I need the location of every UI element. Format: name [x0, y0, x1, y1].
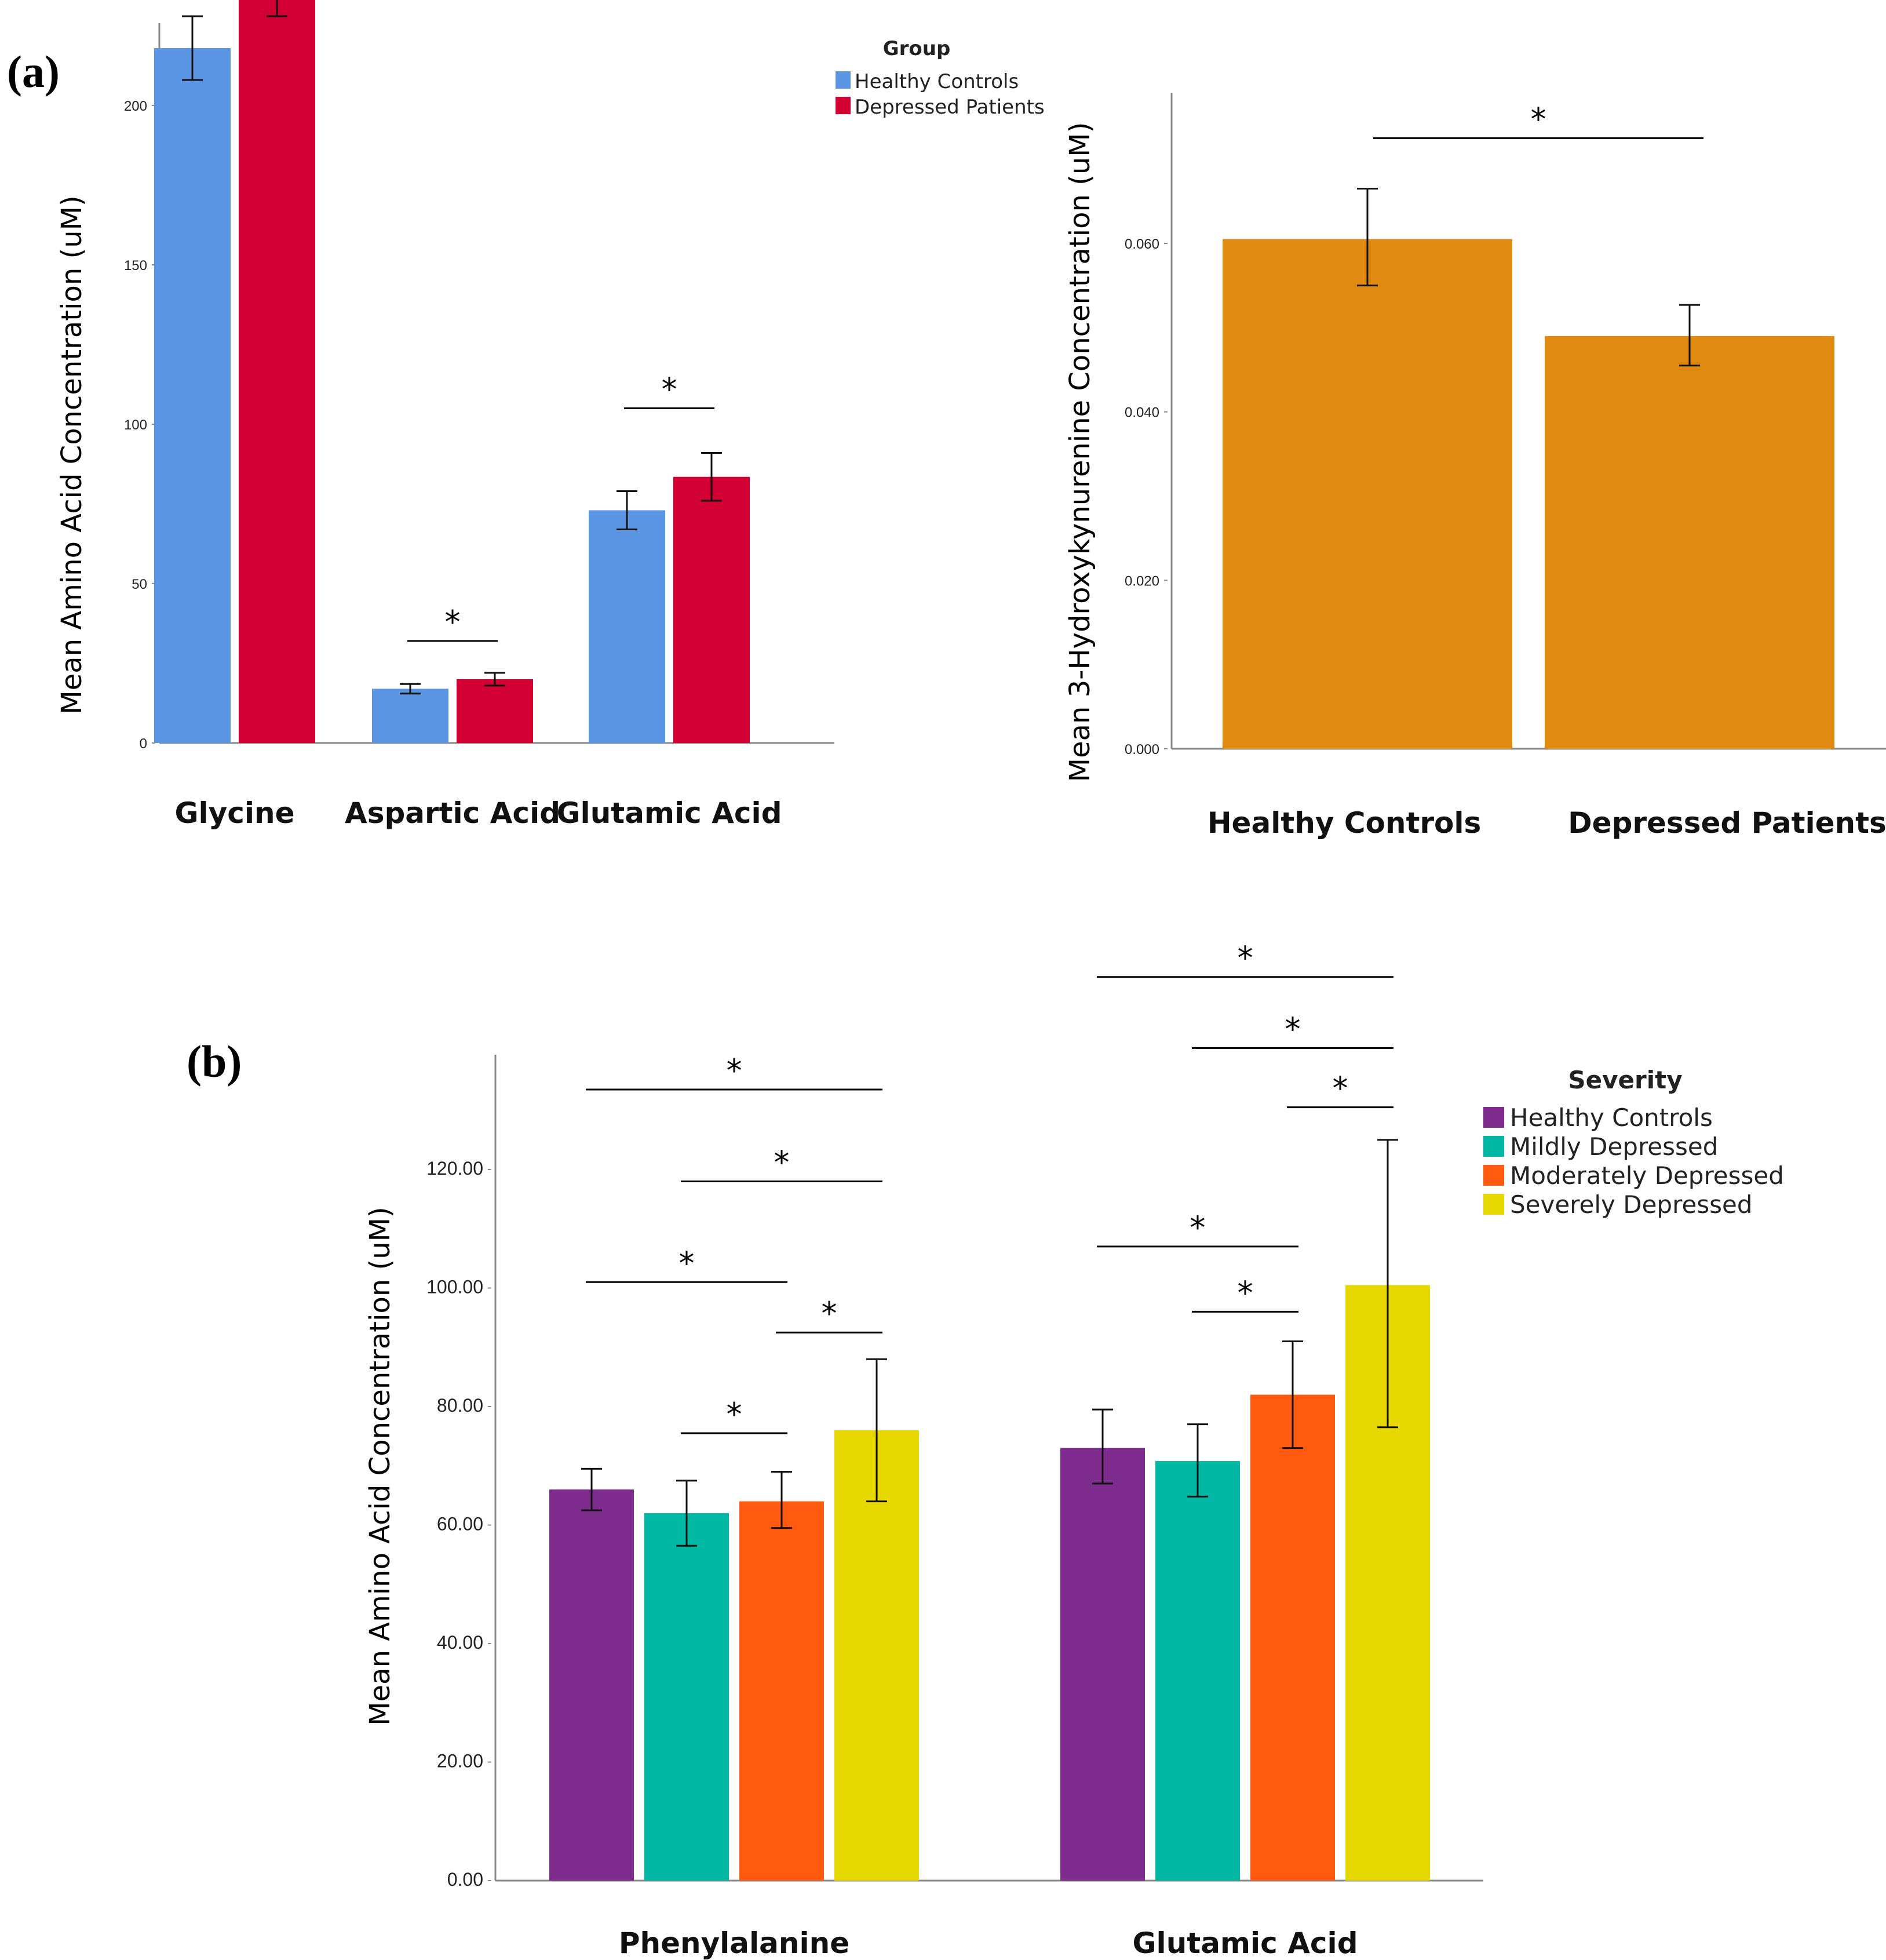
- significance-star: *: [1238, 1274, 1253, 1311]
- y-tick-label: 40.00: [437, 1632, 483, 1653]
- significance-star: *: [1333, 1070, 1348, 1107]
- y-tick-label: 0.000: [1125, 742, 1159, 757]
- y-tick-label: 80.00: [437, 1395, 483, 1416]
- category-label-glycine: Glycine: [174, 796, 294, 830]
- legend-title: Group: [883, 37, 951, 60]
- legend-label-healthy-controls: Healthy Controls: [1510, 1103, 1713, 1132]
- chart-severity: Mean Amino Acid Concentration (uM) 0.00 2…: [364, 940, 1784, 1960]
- legend-swatch-healthy-controls: [836, 71, 851, 89]
- significance-star: *: [774, 1144, 790, 1181]
- bar-healthy-controls: [1223, 239, 1512, 749]
- category-label-phenylalanine: Phenylalanine: [619, 1926, 849, 1960]
- legend-label-moderately-depressed: Moderately Depressed: [1510, 1161, 1784, 1190]
- y-tick-label: 0.020: [1125, 573, 1159, 589]
- significance-star: *: [679, 1245, 695, 1281]
- bar-aspartic-acid-healthy-controls: [372, 688, 448, 743]
- y-tick-label: 0.00: [447, 1869, 483, 1890]
- y-tick-label: 0.060: [1125, 236, 1159, 252]
- bar-phenylalanine-severely-depressed: [834, 1430, 919, 1881]
- legend-swatch-severely-depressed: [1483, 1194, 1504, 1215]
- significance-star: *: [1285, 1011, 1301, 1047]
- legend-swatch-healthy-controls: [1483, 1107, 1504, 1128]
- bar-glutamic-acid-healthy-controls: [1060, 1448, 1145, 1881]
- bar-phenylalanine-mildly-depressed: [644, 1513, 729, 1881]
- bar-phenylalanine-moderately-depressed: [739, 1501, 824, 1881]
- y-tick-label: 0: [140, 736, 147, 752]
- bar-glycine-healthy-controls: [154, 48, 231, 743]
- bar-aspartic-acid-depressed-patients: [457, 679, 533, 743]
- y-tick-label: 60.00: [437, 1514, 483, 1535]
- category-label-depressed-patients: Depressed Patients: [1568, 806, 1886, 840]
- bar-depressed-patients: [1545, 336, 1834, 749]
- significance-star: *: [445, 604, 461, 640]
- chart-amino-acids-group: Mean Amino Acid Concentration (uM) 0 50 10…: [56, 0, 1045, 830]
- y-axis-title: Mean Amino Acid Concentration (uM): [364, 1207, 396, 1726]
- legend-label-mildly-depressed: Mildly Depressed: [1510, 1132, 1718, 1161]
- significance-star: *: [727, 1052, 742, 1089]
- y-tick-label: 200: [124, 99, 147, 114]
- legend-swatch-mildly-depressed: [1483, 1136, 1504, 1157]
- y-tick-label: 0.040: [1125, 405, 1159, 421]
- category-label-glutamic-acid: Glutamic Acid: [557, 796, 782, 830]
- legend-label-healthy-controls: Healthy Controls: [855, 70, 1019, 93]
- y-tick-label: 50: [132, 577, 147, 592]
- bar-glycine-depressed-patients: [239, 0, 315, 743]
- category-label-healthy-controls: Healthy Controls: [1208, 806, 1482, 840]
- legend: Group Healthy Controls Depressed Patient…: [836, 37, 1045, 119]
- legend-label-depressed-patients: Depressed Patients: [855, 96, 1045, 119]
- legend-title: Severity: [1568, 1066, 1682, 1094]
- bar-glutamic-acid-moderately-depressed: [1250, 1394, 1335, 1881]
- y-tick-label: 100: [124, 417, 147, 433]
- significance-star: *: [662, 371, 677, 408]
- significance-star: *: [727, 1396, 742, 1433]
- bar-phenylalanine-healthy-controls: [549, 1489, 634, 1881]
- significance-star: *: [1190, 1209, 1206, 1246]
- bar-glutamic-acid-healthy-controls: [589, 510, 665, 743]
- category-label-aspartic-acid: Aspartic Acid: [345, 796, 560, 830]
- significance-star: *: [1238, 940, 1253, 977]
- significance-star: *: [1531, 101, 1546, 137]
- bar-glutamic-acid-depressed-patients: [673, 476, 750, 743]
- y-tick-label: 120.00: [426, 1158, 483, 1179]
- panel-label-a: (a): [7, 46, 60, 97]
- y-tick-label: 100.00: [426, 1277, 483, 1298]
- y-axis-title: Mean 3-Hydroxykynurenine Concentration (…: [1064, 122, 1096, 782]
- y-tick-label: 20.00: [437, 1751, 483, 1772]
- legend-label-severely-depressed: Severely Depressed: [1510, 1190, 1753, 1219]
- legend-swatch-moderately-depressed: [1483, 1165, 1504, 1186]
- bar-glutamic-acid-mildly-depressed: [1155, 1461, 1240, 1881]
- legend-swatch-depressed-patients: [836, 97, 851, 114]
- significance-star: *: [822, 1295, 837, 1332]
- chart-3hk: Mean 3-Hydroxykynurenine Concentration (…: [1064, 93, 1886, 840]
- category-label-glutamic-acid: Glutamic Acid: [1133, 1926, 1358, 1960]
- panel-label-b: (b): [187, 1036, 242, 1087]
- y-axis-title: Mean Amino Acid Concentration (uM): [56, 195, 88, 715]
- y-tick-label: 150: [124, 258, 147, 274]
